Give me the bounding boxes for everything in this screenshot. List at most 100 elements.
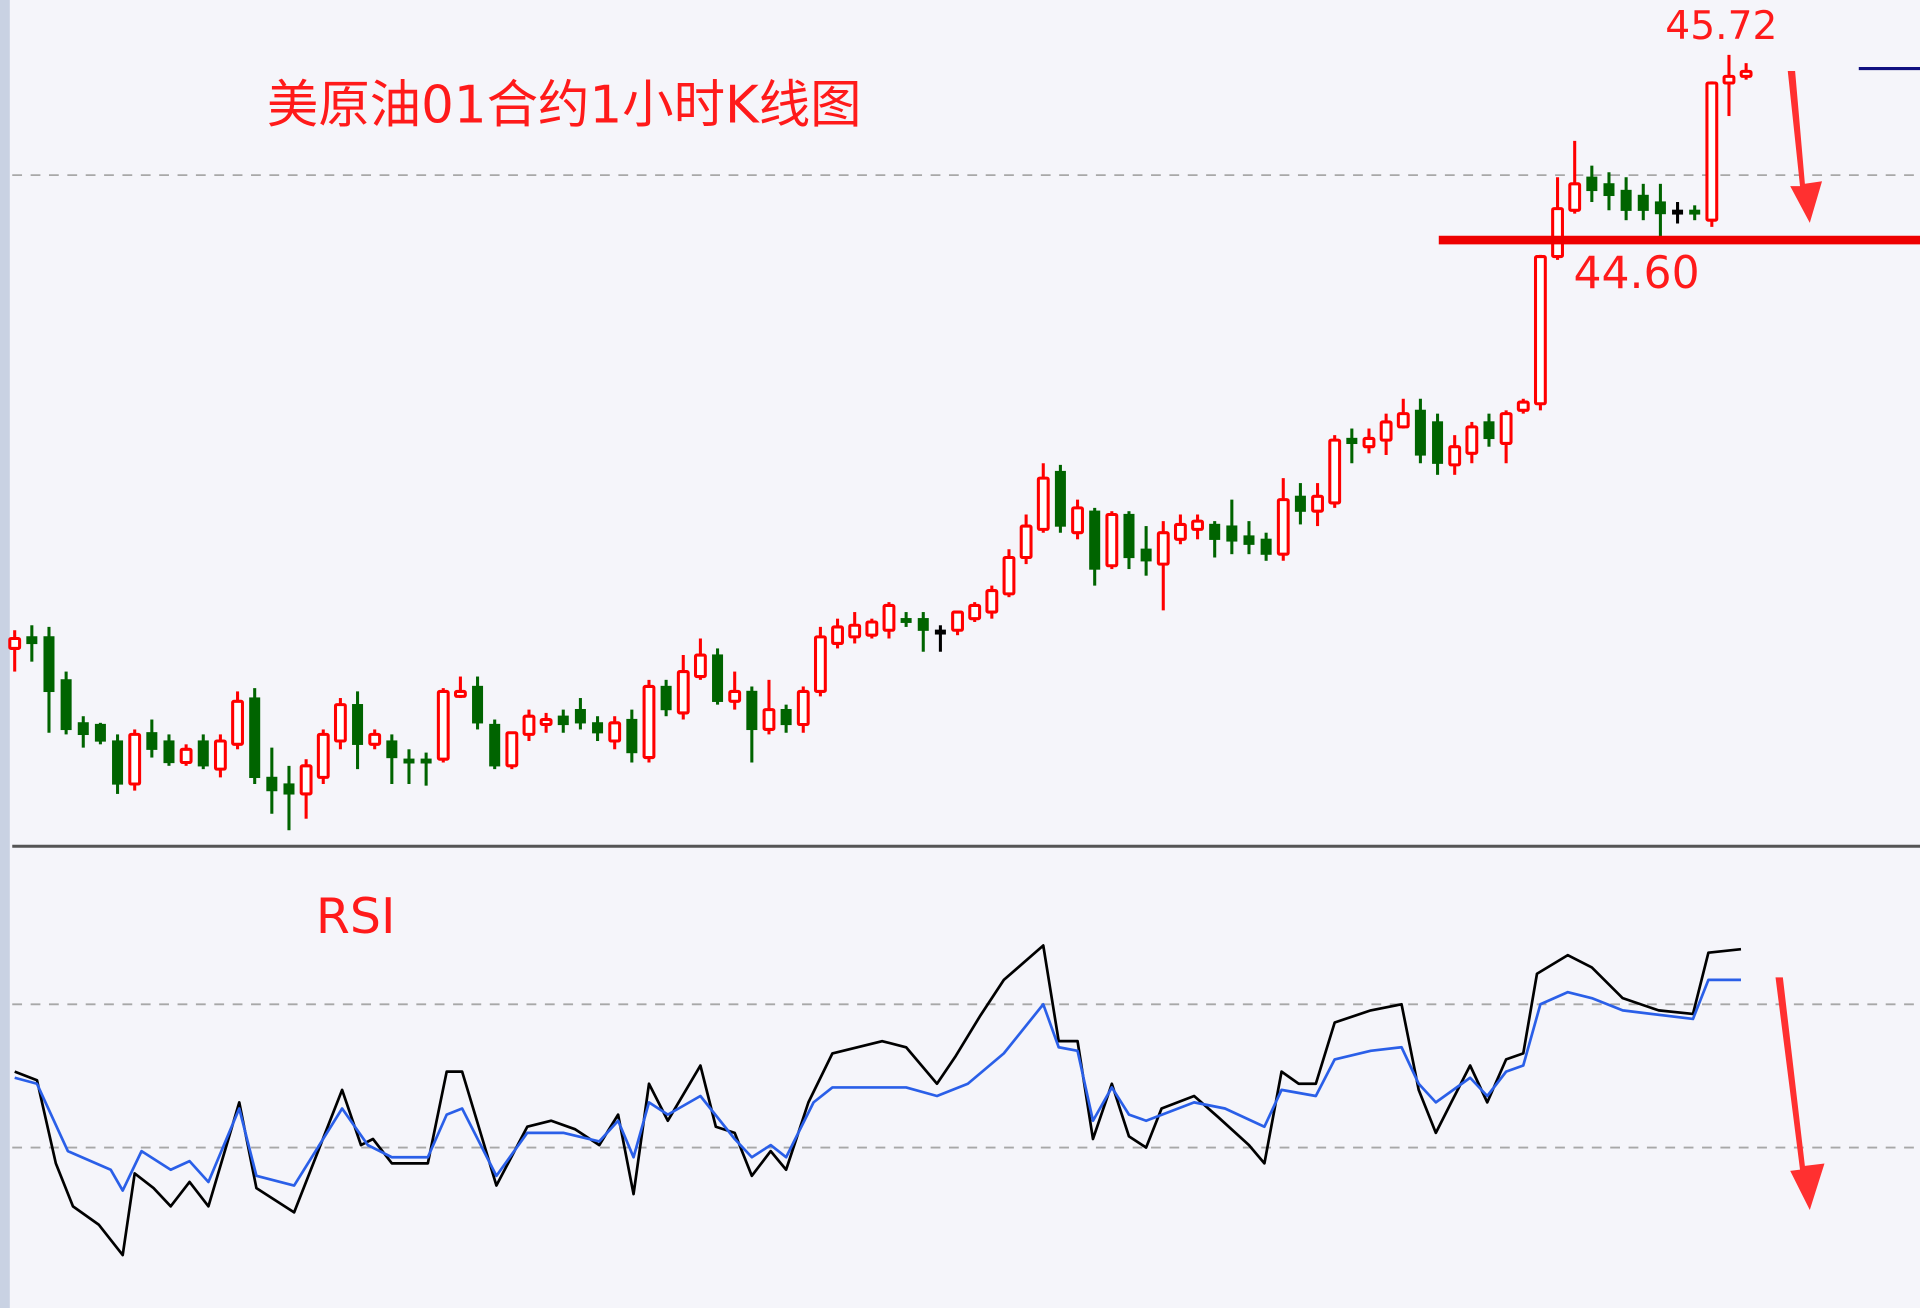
- candles: [8, 54, 1753, 831]
- candle: [608, 716, 622, 750]
- candle-body: [1276, 498, 1290, 556]
- candle: [505, 731, 519, 770]
- candle: [762, 679, 776, 735]
- candle-body: [436, 689, 450, 761]
- candle-body: [1705, 81, 1719, 222]
- candle: [1705, 81, 1719, 227]
- candle-body: [968, 603, 982, 621]
- candle-body: [1089, 510, 1101, 570]
- candle-body: [1465, 425, 1479, 455]
- candle: [1672, 202, 1684, 224]
- candle: [676, 655, 690, 720]
- candle: [1089, 507, 1101, 586]
- candle: [1328, 435, 1342, 508]
- candle: [951, 610, 964, 636]
- candle-body: [1140, 548, 1152, 562]
- candle: [1346, 428, 1358, 464]
- candle-body: [712, 654, 724, 702]
- candle: [179, 744, 193, 766]
- candle-body: [865, 620, 879, 637]
- candle: [368, 729, 382, 750]
- candle: [266, 747, 278, 814]
- candle: [1243, 521, 1255, 555]
- rsi-line-fast: [14, 944, 1742, 1257]
- candle-body: [642, 684, 656, 760]
- candle: [112, 734, 124, 794]
- candle: [213, 734, 227, 778]
- candle: [522, 709, 536, 742]
- candle: [1533, 254, 1547, 411]
- candle: [1002, 549, 1016, 598]
- candle: [403, 749, 415, 785]
- support-price-label: 44.60: [1573, 248, 1699, 299]
- candle: [1414, 398, 1426, 464]
- candle-body: [1722, 74, 1736, 85]
- candle-body: [472, 685, 484, 724]
- candle-body: [43, 636, 55, 693]
- candle-body: [1036, 476, 1050, 531]
- candle-body: [316, 732, 330, 779]
- candle: [231, 691, 244, 750]
- candle: [1105, 511, 1119, 570]
- candle: [712, 648, 724, 705]
- candle: [1209, 521, 1221, 558]
- candle: [1516, 398, 1530, 414]
- candle: [1499, 410, 1513, 464]
- candle-body: [1019, 524, 1033, 560]
- candle-body: [882, 603, 896, 632]
- candle: [26, 625, 38, 662]
- rsi-levels: [12, 1003, 1920, 1149]
- candle: [436, 688, 450, 763]
- candle-body: [539, 717, 553, 727]
- candle-body: [1620, 189, 1632, 211]
- candle: [557, 709, 569, 733]
- candle: [1432, 413, 1444, 475]
- candle-body: [1637, 194, 1649, 211]
- candle-body: [1002, 555, 1016, 596]
- candle-body: [1226, 525, 1238, 542]
- candle: [128, 729, 142, 791]
- high-price-label: 45.72: [1665, 4, 1777, 49]
- candle-body: [1071, 506, 1084, 535]
- candle: [77, 716, 89, 748]
- candle-body: [163, 740, 175, 764]
- candle: [1019, 514, 1033, 565]
- candle-body: [985, 589, 999, 614]
- candle-body: [1432, 421, 1444, 464]
- candle-body: [934, 629, 946, 635]
- candle: [1483, 413, 1495, 447]
- candle-body: [746, 690, 758, 731]
- candle-body: [1105, 512, 1119, 568]
- candle: [94, 722, 106, 745]
- candle-body: [1209, 523, 1221, 540]
- candle-body: [1346, 437, 1358, 445]
- candle-body: [77, 722, 89, 736]
- candle: [489, 719, 501, 770]
- candle: [1140, 526, 1152, 576]
- candle: [746, 686, 758, 763]
- candle: [1654, 183, 1666, 241]
- candle-body: [128, 732, 142, 786]
- candle-body: [1689, 209, 1701, 215]
- candle: [1465, 421, 1479, 464]
- candle-body: [146, 732, 158, 750]
- candle: [985, 585, 999, 619]
- candle-body: [1654, 201, 1666, 215]
- candle: [1362, 428, 1376, 454]
- candle-body: [951, 610, 964, 632]
- candle: [1603, 172, 1615, 211]
- candle: [968, 602, 982, 622]
- candle: [43, 626, 55, 733]
- candle-body: [608, 721, 622, 743]
- candle: [146, 719, 158, 758]
- candle: [574, 698, 586, 730]
- candle: [249, 688, 261, 785]
- rsi-title: RSI: [316, 888, 396, 945]
- candle-body: [403, 758, 415, 764]
- candle-body: [1499, 412, 1513, 445]
- candle-body: [299, 764, 313, 796]
- candle: [60, 671, 72, 735]
- candle-body: [900, 618, 912, 623]
- candle-body: [1294, 495, 1306, 512]
